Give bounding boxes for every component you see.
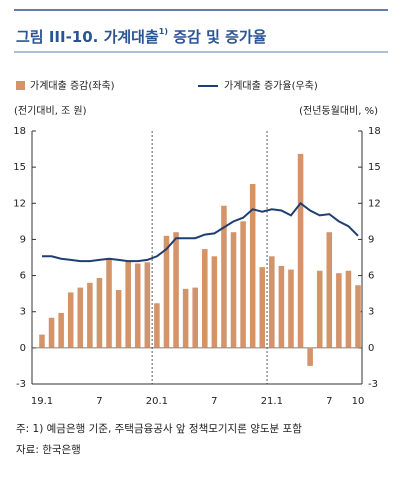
y-tick-label: 12 <box>13 198 26 209</box>
x-tick-label: 20.1 <box>146 396 168 407</box>
y2-tick-label: 3 <box>368 307 374 318</box>
legend-label: 가계대출 증감(좌축) <box>30 80 115 92</box>
bar <box>211 256 218 348</box>
bar <box>58 312 64 348</box>
bar <box>163 235 170 348</box>
bar <box>96 277 103 348</box>
bar <box>345 270 352 348</box>
bar <box>230 232 237 348</box>
bar <box>297 153 304 348</box>
bar <box>326 232 333 348</box>
x-tick-label: 21.1 <box>261 396 283 407</box>
title-main: 그림 III-10. 가계대출 <box>16 28 159 46</box>
bar <box>202 249 208 348</box>
bar <box>67 292 74 348</box>
bar <box>307 347 313 366</box>
bar <box>192 287 198 348</box>
x-tick-label: 10 <box>352 396 365 407</box>
bar <box>115 290 122 348</box>
bar <box>173 232 179 348</box>
bar <box>316 270 323 348</box>
y2-tick-label: 15 <box>368 162 381 173</box>
legend-swatch <box>16 81 25 90</box>
y2-tick-label: 18 <box>368 126 381 137</box>
bar <box>77 287 84 348</box>
y-tick-label: 6 <box>20 271 26 282</box>
bar <box>154 303 160 348</box>
x-tick-label: 7 <box>326 396 332 407</box>
y2-tick-label: 12 <box>368 198 381 209</box>
title-tail: 증감 및 증가율 <box>168 28 267 46</box>
y2-tick-label: 6 <box>368 271 374 282</box>
bar <box>278 265 285 348</box>
x-tick-label: 19.1 <box>31 396 53 407</box>
y-tick-label: 18 <box>13 126 26 137</box>
y-tick-label: 3 <box>20 307 26 318</box>
source: 자료: 한국은행 <box>16 444 81 456</box>
chart-title: 그림 III-10. 가계대출1) 증감 및 증가율 <box>16 27 267 46</box>
y-tick-label: 0 <box>20 343 26 354</box>
y2-tick-label: -3 <box>368 379 378 390</box>
bar <box>39 334 45 348</box>
x-tick-label: 7 <box>96 396 102 407</box>
bar <box>240 221 246 348</box>
y2-axis-label: (전년동월대비, %) <box>299 105 378 117</box>
bar <box>182 288 189 348</box>
legend-label: 가계대출 증가율(우축) <box>224 80 318 92</box>
x-tick-label: 7 <box>211 396 217 407</box>
y-tick-label: 9 <box>20 234 26 245</box>
footnote: 주: 1) 예금은행 기준, 주택금융공사 앞 정책모기지론 양도분 포함 <box>16 422 302 435</box>
bar <box>221 205 227 348</box>
bar <box>269 256 275 348</box>
y-tick-label: 15 <box>13 162 26 173</box>
bar <box>87 282 93 348</box>
bar <box>48 317 55 348</box>
bar <box>134 263 141 348</box>
bar <box>106 258 112 348</box>
bar <box>355 285 361 348</box>
bar <box>144 262 151 348</box>
bar <box>259 267 266 348</box>
bar <box>336 273 342 348</box>
y2-tick-label: 0 <box>368 343 374 354</box>
title-sup: 1) <box>159 27 168 36</box>
bar <box>125 261 131 348</box>
y2-tick-label: 9 <box>368 234 374 245</box>
y-tick-label: -3 <box>16 379 26 390</box>
line <box>41 201 359 263</box>
bar <box>249 184 256 348</box>
y-axis-label: (전기대비, 조 원) <box>14 105 87 117</box>
bar <box>288 269 294 348</box>
